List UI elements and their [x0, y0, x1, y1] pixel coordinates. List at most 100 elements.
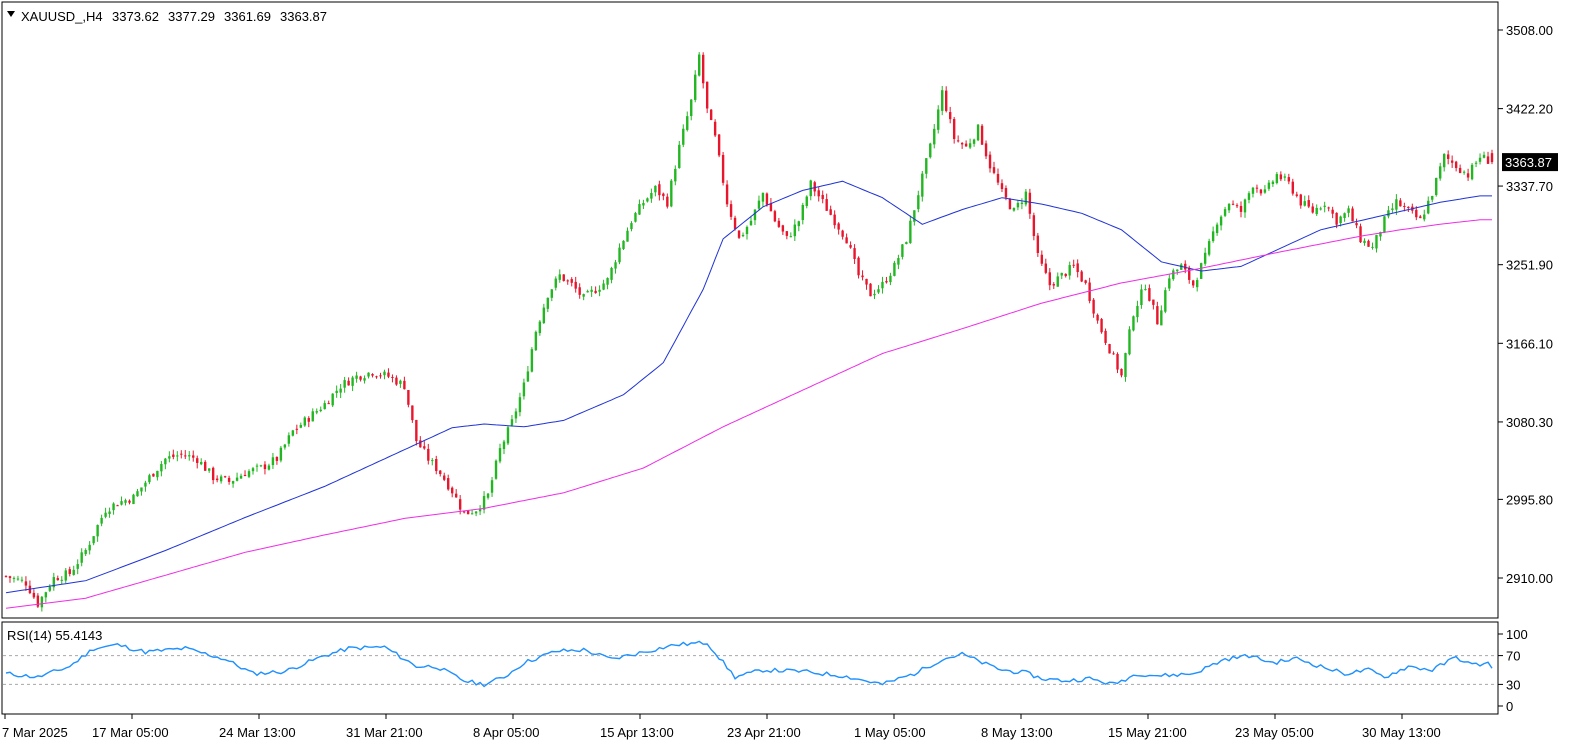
- price-tick-label: 3251.90: [1506, 258, 1553, 273]
- candle: [243, 470, 247, 477]
- candle-body: [1327, 207, 1330, 209]
- candle: [335, 385, 338, 398]
- candle-body: [542, 307, 546, 324]
- candle-body: [666, 196, 669, 207]
- candle-body: [1184, 263, 1187, 270]
- candle-body: [136, 491, 139, 497]
- candle-body: [733, 217, 737, 230]
- candle-body: [443, 475, 446, 480]
- candle: [1327, 206, 1330, 212]
- candle-body: [351, 377, 354, 386]
- candle-body: [725, 184, 729, 205]
- candle-body: [968, 143, 972, 148]
- candle-body: [1100, 319, 1103, 333]
- candle-body: [1195, 280, 1199, 288]
- ma-fast-line: [5, 180, 1492, 594]
- candle: [1275, 171, 1279, 185]
- candle-body: [1048, 272, 1051, 286]
- candle: [64, 567, 67, 584]
- candle: [578, 283, 581, 299]
- candle: [1303, 195, 1306, 207]
- candle-body: [586, 291, 589, 293]
- candle: [614, 259, 617, 274]
- moving-averages-group: [5, 180, 1492, 609]
- candle: [713, 119, 717, 138]
- candle: [988, 151, 992, 173]
- candle-body: [686, 116, 689, 130]
- candle-body: [873, 293, 876, 296]
- candle: [1259, 188, 1263, 196]
- candle: [315, 408, 318, 415]
- candle-body: [690, 99, 693, 117]
- candle: [1367, 239, 1370, 247]
- candle: [60, 576, 63, 585]
- collapse-triangle-icon[interactable]: [7, 11, 15, 17]
- candle-body: [1403, 206, 1406, 208]
- candle-body: [1255, 187, 1259, 189]
- candle: [474, 511, 478, 517]
- candle-body: [255, 465, 259, 467]
- candle: [530, 347, 534, 373]
- candle-body: [526, 371, 530, 382]
- candle: [92, 536, 95, 546]
- candle: [112, 502, 115, 515]
- candle: [160, 461, 163, 477]
- candle-body: [395, 377, 398, 385]
- candle-body: [821, 194, 824, 200]
- price-tick-label: 3508.00: [1506, 23, 1553, 38]
- candle-body: [1247, 193, 1251, 200]
- candle-body: [60, 579, 63, 581]
- candle-body: [399, 380, 402, 384]
- candle-body: [1315, 207, 1318, 215]
- candle: [1000, 179, 1004, 193]
- candle-body: [24, 581, 28, 586]
- candle: [849, 241, 852, 249]
- candle: [705, 81, 709, 114]
- candle-body: [1427, 200, 1430, 214]
- candle-body: [753, 209, 757, 221]
- candle: [1335, 212, 1338, 229]
- candle: [941, 85, 944, 116]
- candle: [219, 474, 223, 484]
- candle-body: [570, 279, 573, 283]
- candle-body: [992, 167, 996, 173]
- candle-body: [554, 278, 557, 288]
- candle: [1271, 180, 1275, 187]
- candle: [1295, 191, 1298, 198]
- candle: [1450, 155, 1454, 168]
- price-tick-label: 3422.20: [1506, 102, 1553, 117]
- candle: [367, 372, 370, 379]
- candle-body: [952, 118, 956, 140]
- candle: [1108, 343, 1111, 354]
- candle-body: [407, 389, 410, 405]
- candle: [323, 400, 326, 410]
- candle: [829, 205, 832, 216]
- candle: [761, 192, 765, 207]
- candle: [1462, 170, 1466, 175]
- candle-body: [781, 225, 785, 232]
- candle-body: [1164, 290, 1167, 312]
- candle: [124, 498, 127, 506]
- candle: [1478, 153, 1482, 165]
- candle-body: [339, 388, 342, 393]
- candle-body: [431, 460, 434, 462]
- candle: [498, 443, 502, 464]
- candle: [992, 161, 996, 175]
- candle-body: [717, 134, 721, 156]
- candle-body: [1359, 226, 1362, 243]
- candle-body: [741, 234, 745, 237]
- candle: [913, 210, 916, 226]
- candle: [4, 575, 8, 578]
- candle: [769, 198, 773, 212]
- candle: [857, 256, 860, 279]
- candle-body: [450, 487, 454, 494]
- time-tick-label: 15 May 21:00: [1108, 725, 1187, 740]
- candle-body: [1088, 282, 1091, 301]
- candle: [510, 415, 514, 427]
- candle-body: [291, 430, 295, 436]
- candle-body: [4, 575, 8, 577]
- candle-body: [1446, 154, 1450, 159]
- candle-body: [164, 458, 167, 465]
- candle: [482, 491, 486, 514]
- candle-body: [506, 427, 510, 444]
